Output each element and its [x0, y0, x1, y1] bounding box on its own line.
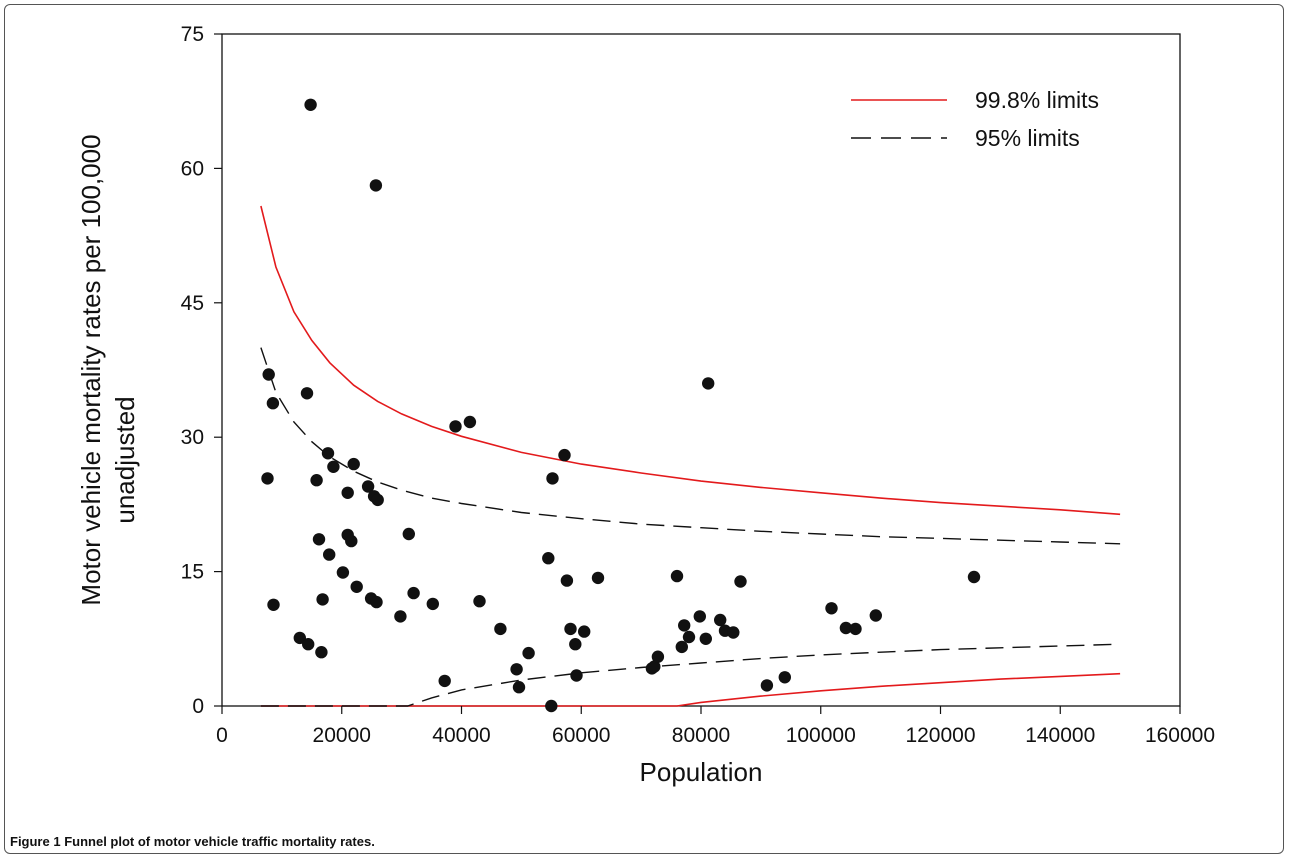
- data-point: [370, 595, 383, 609]
- figure-caption: Figure 1 Funnel plot of motor vehicle tr…: [10, 834, 375, 849]
- data-point: [345, 534, 358, 548]
- data-point: [699, 632, 712, 645]
- data-point: [302, 638, 315, 651]
- data-point: [675, 640, 688, 654]
- data-point: [849, 622, 862, 636]
- limit-95-upper-curve: [260, 347, 1121, 545]
- data-point: [347, 457, 360, 471]
- data-point: [361, 480, 375, 493]
- data-point: [312, 533, 326, 546]
- x-tick-label: 40000: [432, 724, 490, 747]
- data-point: [315, 646, 328, 659]
- data-point: [778, 671, 791, 684]
- data-point: [542, 552, 555, 565]
- x-tick-label: 0: [216, 724, 228, 747]
- data-point: [967, 570, 981, 584]
- funnel-plot: 0 20000 40000 60000 80000 100000 120000 140000 1…: [76, 23, 1215, 787]
- figure-caption-label: Figure 1: [10, 834, 61, 849]
- data-point: [341, 486, 354, 499]
- data-point: [522, 646, 535, 660]
- y-tick-label: 45: [181, 292, 204, 315]
- legend-label-95-limits: 95% limits: [975, 125, 1080, 151]
- data-point: [578, 625, 591, 638]
- data-point: [321, 447, 335, 460]
- data-point: [545, 699, 558, 713]
- data-point: [670, 569, 684, 583]
- data-point: [369, 179, 383, 192]
- data-points: [261, 98, 981, 713]
- data-point: [727, 626, 740, 639]
- data-point: [714, 613, 727, 627]
- x-tick-label: 120000: [905, 724, 975, 747]
- legend-label-99-8-limits: 99.8% limits: [975, 87, 1099, 113]
- data-point: [316, 593, 329, 606]
- figure-caption-text: Funnel plot of motor vehicle traffic mor…: [64, 834, 375, 849]
- data-point: [734, 575, 747, 588]
- data-point: [261, 472, 274, 485]
- x-tick-label: 100000: [786, 724, 856, 747]
- y-tick-label: 0: [192, 695, 204, 718]
- data-point: [869, 609, 882, 622]
- y-tick-label: 30: [181, 426, 204, 449]
- data-point: [648, 660, 661, 673]
- data-point: [494, 622, 507, 636]
- data-point: [402, 527, 415, 541]
- data-point: [336, 566, 350, 579]
- data-point: [510, 663, 523, 676]
- data-point: [371, 493, 384, 507]
- data-point: [473, 595, 486, 608]
- data-point: [512, 681, 526, 694]
- data-point: [693, 610, 706, 623]
- limit-95-lower-curve: [260, 643, 1121, 707]
- data-point: [564, 622, 577, 636]
- data-point: [591, 571, 605, 585]
- data-point: [449, 420, 462, 433]
- data-point: [304, 98, 317, 112]
- data-point: [323, 548, 336, 561]
- data-point: [262, 368, 275, 381]
- legend: 99.8% limits 95% limits: [851, 87, 1099, 151]
- y-tick-label: 60: [181, 157, 204, 180]
- data-point: [300, 387, 314, 400]
- data-point: [682, 630, 696, 644]
- figure-frame: [4, 4, 1284, 854]
- y-tick-label: 15: [181, 561, 204, 584]
- y-axis-title: Motor vehicle mortality rates per 100,00…: [76, 134, 140, 605]
- data-point: [702, 377, 715, 390]
- x-tick-label: 20000: [313, 724, 371, 747]
- x-tick-label: 140000: [1025, 724, 1095, 747]
- data-point: [570, 669, 583, 682]
- data-point: [839, 621, 853, 635]
- x-tick-label: 60000: [552, 724, 610, 747]
- data-point: [327, 460, 340, 473]
- y-axis-title-line-2: unadjusted: [110, 396, 140, 523]
- data-point: [426, 597, 439, 611]
- x-tick-label: 80000: [672, 724, 730, 747]
- data-point: [560, 574, 574, 587]
- x-tick-label: 160000: [1145, 724, 1215, 747]
- data-point: [558, 448, 571, 462]
- data-point: [266, 397, 280, 410]
- data-point: [651, 650, 665, 663]
- limit-99-8-lower-curve: [260, 672, 1121, 707]
- y-axis-ticks: 0 15 30 45 60 75: [181, 23, 222, 718]
- data-point: [760, 679, 774, 692]
- data-point: [678, 619, 691, 632]
- limit-99-8-upper-curve: [260, 205, 1121, 516]
- limit-curves: [260, 205, 1121, 707]
- data-point: [463, 415, 477, 429]
- x-axis-ticks: 0 20000 40000 60000 80000 100000 120000 140000 1…: [216, 706, 1215, 747]
- y-axis-title-line-1: Motor vehicle mortality rates per 100,00…: [76, 134, 106, 605]
- y-tick-label: 75: [181, 23, 204, 46]
- data-point: [267, 598, 280, 611]
- data-point: [825, 602, 838, 615]
- x-axis-title: Population: [640, 757, 763, 787]
- data-point: [438, 674, 451, 688]
- data-point: [569, 638, 582, 651]
- data-point: [546, 472, 559, 485]
- data-point: [310, 474, 323, 487]
- data-point: [407, 586, 420, 600]
- data-point: [394, 610, 407, 623]
- data-point: [350, 580, 363, 593]
